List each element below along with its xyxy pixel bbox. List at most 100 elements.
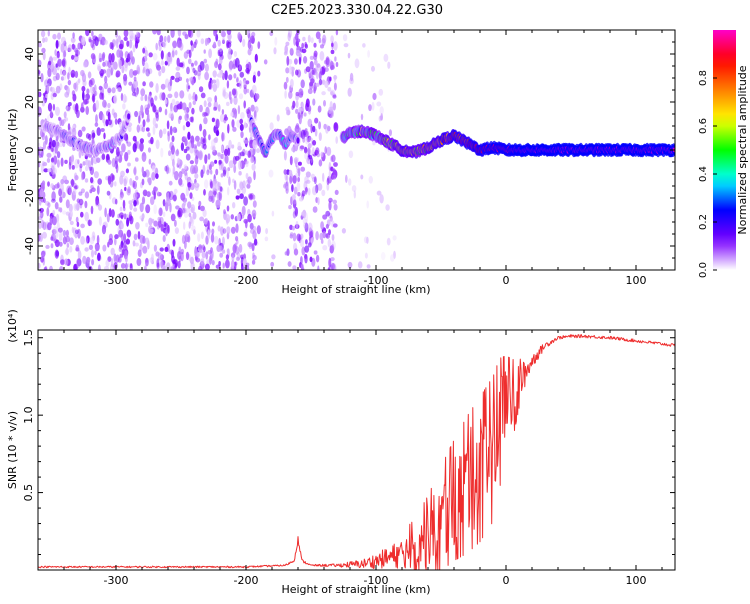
noise-blob xyxy=(203,100,207,108)
noise-blob xyxy=(104,75,108,84)
noise-blob xyxy=(212,79,217,84)
noise-blob xyxy=(149,81,154,88)
noise-blob xyxy=(96,157,101,163)
noise-blob xyxy=(271,210,275,217)
noise-blob xyxy=(143,62,149,72)
noise-blob xyxy=(100,128,105,132)
noise-blob xyxy=(78,191,83,196)
noise-blob xyxy=(200,38,205,45)
noise-blob xyxy=(178,178,183,186)
noise-blob xyxy=(231,254,235,262)
noise-blob xyxy=(290,196,293,206)
noise-blob xyxy=(142,68,145,74)
noise-blob xyxy=(203,117,208,125)
noise-blob xyxy=(144,169,150,178)
noise-blob xyxy=(142,235,146,244)
noise-blob xyxy=(360,174,364,180)
noise-blob xyxy=(96,127,101,136)
noise-blob xyxy=(141,178,145,186)
noise-blob xyxy=(97,264,101,270)
noise-blob xyxy=(62,210,67,215)
noise-blob xyxy=(181,168,185,175)
noise-blob xyxy=(178,62,184,68)
noise-blob xyxy=(217,181,222,188)
noise-blob xyxy=(45,84,50,94)
noise-blob xyxy=(140,88,146,97)
noise-blob xyxy=(151,253,154,262)
noise-blob xyxy=(48,141,52,149)
noise-blob xyxy=(57,227,63,233)
noise-blob xyxy=(285,174,289,182)
noise-blob xyxy=(152,53,158,61)
noise-blob xyxy=(315,71,319,80)
noise-blob xyxy=(186,207,191,213)
noise-blob xyxy=(317,265,320,270)
noise-blob xyxy=(200,169,204,179)
noise-blob xyxy=(140,95,144,101)
noise-blob xyxy=(156,64,162,71)
noise-blob xyxy=(291,226,295,231)
noise-blob xyxy=(317,65,322,73)
noise-blob xyxy=(40,256,44,263)
y-tick-label: -40 xyxy=(23,237,36,255)
noise-blob xyxy=(42,162,48,167)
noise-blob xyxy=(126,217,130,227)
noise-blob xyxy=(333,122,339,132)
noise-blob xyxy=(301,48,307,54)
noise-blob xyxy=(38,222,42,230)
noise-blob xyxy=(90,205,94,215)
noise-blob xyxy=(133,207,138,212)
noise-blob xyxy=(252,194,256,200)
noise-blob xyxy=(72,188,77,196)
noise-blob xyxy=(202,138,206,144)
noise-blob xyxy=(62,70,67,81)
noise-blob xyxy=(288,169,293,177)
noise-blob xyxy=(325,232,331,239)
noise-blob xyxy=(141,196,146,205)
noise-blob xyxy=(159,216,164,225)
noise-blob xyxy=(311,69,315,75)
noise-blob xyxy=(177,260,181,269)
noise-blob xyxy=(132,44,136,53)
noise-blob xyxy=(86,235,90,244)
noise-blob xyxy=(153,220,159,227)
noise-blob xyxy=(310,37,314,44)
noise-blob xyxy=(139,124,144,132)
noise-blob xyxy=(273,47,277,55)
noise-blob xyxy=(160,147,164,158)
noise-blob xyxy=(188,212,192,218)
noise-blob xyxy=(136,141,140,150)
noise-blob xyxy=(53,226,58,232)
noise-blob xyxy=(169,202,172,213)
noise-blob xyxy=(224,154,229,164)
noise-blob xyxy=(309,55,314,61)
noise-blob xyxy=(211,228,215,235)
noise-blob xyxy=(204,263,210,270)
noise-blob xyxy=(80,188,85,194)
noise-blob xyxy=(291,194,296,201)
noise-blob xyxy=(141,126,146,133)
noise-blob xyxy=(66,106,71,112)
noise-blob xyxy=(215,168,219,176)
noise-blob xyxy=(248,194,254,201)
noise-blob xyxy=(119,194,124,200)
noise-blob xyxy=(60,76,65,81)
noise-blob xyxy=(168,190,174,201)
noise-blob xyxy=(392,235,397,241)
noise-blob xyxy=(230,214,234,220)
noise-blob xyxy=(187,30,192,38)
noise-blob xyxy=(371,101,375,111)
noise-blob xyxy=(191,225,196,232)
noise-blob xyxy=(111,87,116,94)
noise-blob xyxy=(288,90,293,99)
noise-blob xyxy=(188,102,192,109)
colorbar-ticks: 0.0 0.2 0.4 0.6 0.8 xyxy=(698,70,717,278)
noise-blob xyxy=(80,211,84,218)
noise-blob xyxy=(45,93,48,99)
noise-blob xyxy=(114,160,118,169)
noise-blob xyxy=(102,244,107,252)
noise-blob xyxy=(307,118,313,128)
noise-blob xyxy=(174,77,180,83)
noise-blob xyxy=(174,227,179,235)
noise-blob xyxy=(347,261,353,269)
